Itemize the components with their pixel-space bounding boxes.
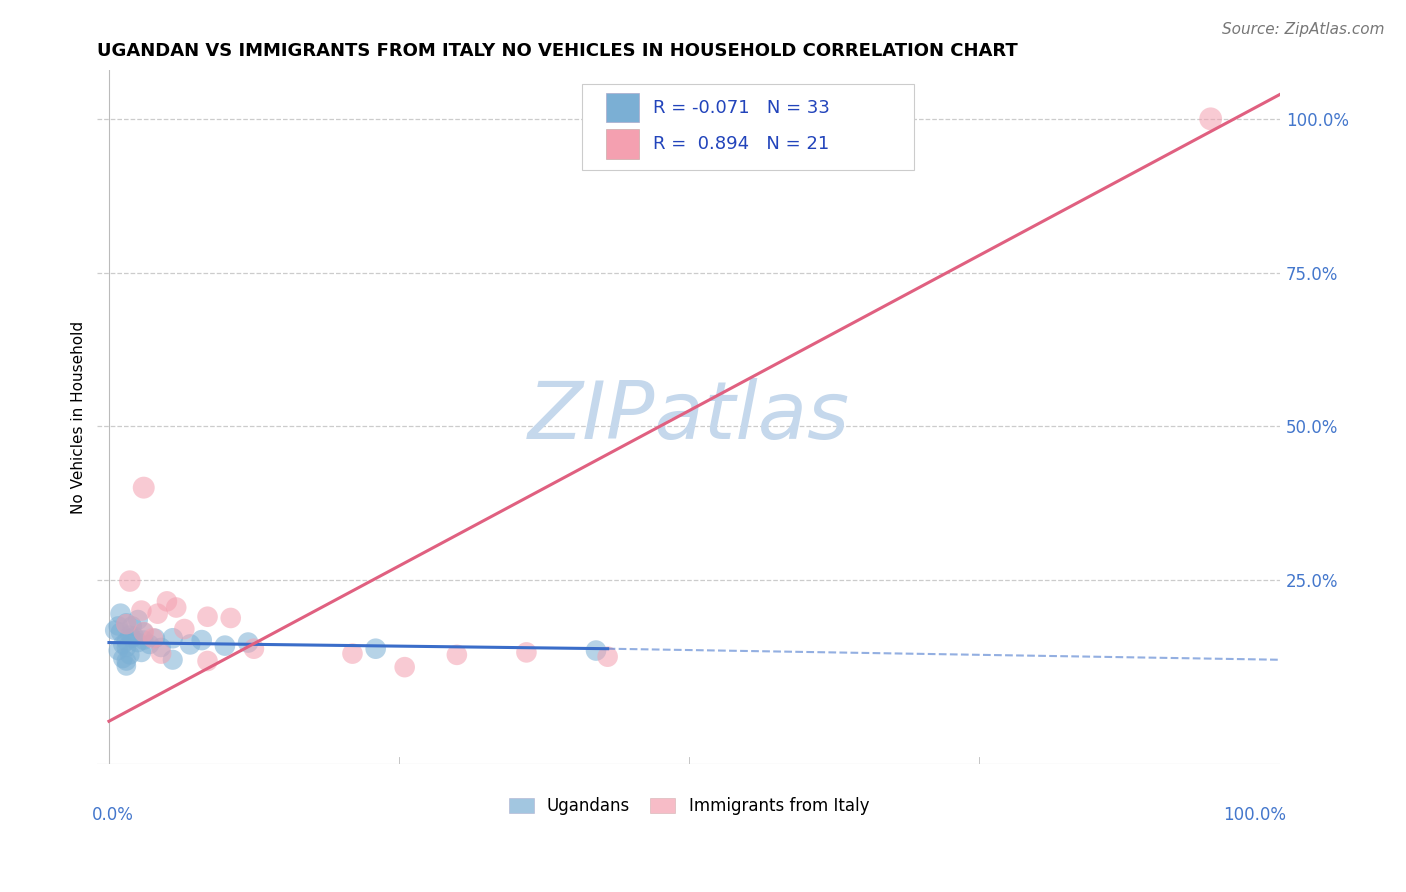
Point (190, 633, 212, 648)
Point (394, 660, 416, 674)
Point (115, 617, 138, 632)
Point (107, 619, 129, 633)
Point (143, 632, 166, 646)
Point (121, 619, 143, 633)
Point (156, 594, 179, 608)
Point (132, 625, 155, 640)
Point (111, 637, 134, 651)
FancyBboxPatch shape (606, 94, 640, 122)
Point (219, 611, 242, 625)
FancyBboxPatch shape (606, 129, 640, 159)
Point (150, 640, 173, 655)
Point (243, 641, 266, 656)
Point (131, 645, 153, 659)
Point (142, 632, 165, 646)
Point (146, 607, 169, 621)
Text: Source: ZipAtlas.com: Source: ZipAtlas.com (1222, 22, 1385, 37)
Point (138, 637, 160, 651)
Point (127, 613, 149, 627)
Point (124, 629, 146, 643)
Point (236, 635, 259, 649)
Point (150, 647, 173, 661)
Text: UGANDAN VS IMMIGRANTS FROM ITALY NO VEHICLES IN HOUSEHOLD CORRELATION CHART: UGANDAN VS IMMIGRANTS FROM ITALY NO VEHI… (97, 42, 1018, 60)
Legend: Ugandans, Immigrants from Italy: Ugandans, Immigrants from Italy (502, 790, 876, 822)
Point (115, 634, 138, 648)
Point (515, 645, 537, 659)
Point (179, 637, 201, 651)
Point (127, 635, 149, 649)
Point (132, 633, 155, 648)
Point (111, 651, 134, 665)
Point (118, 648, 141, 662)
FancyBboxPatch shape (582, 84, 914, 170)
Text: R =  0.894   N = 21: R = 0.894 N = 21 (654, 135, 830, 153)
Point (197, 609, 219, 624)
Point (131, 604, 153, 618)
Point (104, 624, 127, 638)
Point (118, 574, 141, 588)
Text: ZIPatlas: ZIPatlas (527, 378, 849, 456)
Text: R = -0.071   N = 33: R = -0.071 N = 33 (654, 99, 830, 117)
Point (115, 659, 138, 673)
Point (115, 615, 138, 630)
Point (1199, 112, 1222, 126)
Text: 100.0%: 100.0% (1223, 806, 1286, 824)
Point (118, 628, 141, 642)
Point (214, 639, 236, 653)
Point (107, 643, 129, 657)
Point (162, 632, 184, 646)
Text: 0.0%: 0.0% (91, 806, 134, 824)
Point (446, 648, 468, 662)
Point (585, 643, 607, 657)
Point (110, 625, 132, 640)
Point (121, 632, 143, 646)
Y-axis label: No Vehicles in Household: No Vehicles in Household (72, 320, 86, 514)
Point (110, 607, 132, 621)
Point (596, 649, 619, 664)
Point (165, 600, 187, 615)
Point (115, 640, 138, 655)
Point (364, 641, 387, 656)
Point (173, 622, 195, 636)
Point (162, 653, 184, 667)
Point (197, 654, 219, 668)
Point (132, 625, 155, 640)
Point (132, 481, 155, 495)
Point (115, 654, 138, 668)
Point (342, 647, 364, 661)
